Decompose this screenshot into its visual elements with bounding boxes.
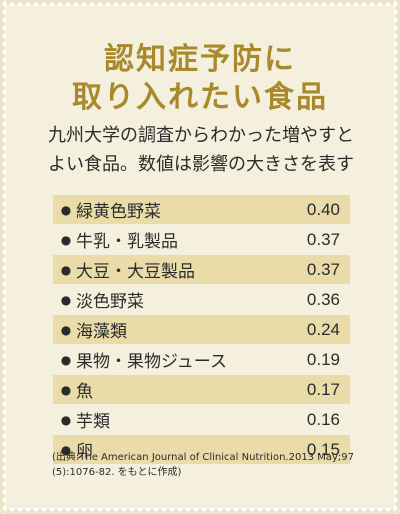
- food-value: 0.15: [306, 439, 340, 459]
- table-row: ● 牛乳・乳製品 0.37: [53, 225, 350, 254]
- bullet-icon: ●: [60, 262, 72, 277]
- bullet-icon: ●: [60, 232, 72, 247]
- table-row: ● 魚 0.17: [53, 375, 350, 404]
- bullet-icon: ●: [60, 412, 72, 427]
- title-line-2: 取り入れたい食品: [72, 80, 328, 115]
- table-row: ● 果物・果物ジュース 0.19: [53, 345, 350, 374]
- food-name: 緑黄色野菜: [76, 202, 161, 222]
- table-row: ● 芋類 0.16: [53, 405, 350, 434]
- source-citation: (出典:The American Journal of Clinical Nut…: [52, 450, 380, 480]
- frame-edge-top: [0, 0, 400, 6]
- food-table: ● 緑黄色野菜 0.40 ● 牛乳・乳製品 0.37 ● 大豆・大豆製品 0.3…: [53, 195, 350, 465]
- food-name: 大豆・大豆製品: [76, 262, 195, 282]
- bullet-icon: ●: [60, 442, 72, 457]
- food-name: 魚: [76, 382, 93, 402]
- food-value: 0.40: [306, 199, 340, 219]
- food-name: 果物・果物ジュース: [76, 352, 227, 372]
- food-value: 0.37: [306, 229, 340, 249]
- food-name: 芋類: [76, 412, 110, 432]
- bullet-icon: ●: [60, 382, 72, 397]
- food-name: 卵: [76, 442, 93, 462]
- bullet-icon: ●: [60, 322, 72, 337]
- frame-edge-left: [0, 0, 6, 514]
- food-value: 0.24: [306, 319, 340, 339]
- bullet-icon: ●: [60, 202, 72, 217]
- bullet-icon: ●: [60, 352, 72, 367]
- frame-edge-right: [394, 0, 400, 514]
- food-value: 0.36: [306, 289, 340, 309]
- food-value: 0.37: [306, 259, 340, 279]
- table-row: ● 淡色野菜 0.36: [53, 285, 350, 314]
- subtitle-line-1: 九州大学の調査からわかった増やすと: [48, 125, 354, 146]
- food-value: 0.19: [306, 349, 340, 369]
- bullet-icon: ●: [60, 292, 72, 307]
- table-row: ● 大豆・大豆製品 0.37: [53, 255, 350, 284]
- table-row: ● 海藻類 0.24: [53, 315, 350, 344]
- food-name: 海藻類: [76, 322, 127, 342]
- food-value: 0.16: [306, 409, 340, 429]
- source-line-1: (出典:The American Journal of Clinical Nut…: [52, 452, 354, 463]
- frame-edge-bottom: [0, 508, 400, 514]
- food-value: 0.17: [306, 379, 340, 399]
- subtitle-line-2: よい食品。数値は影響の大きさを表す: [48, 154, 354, 175]
- food-name: 牛乳・乳製品: [76, 232, 178, 252]
- title-line-1: 認知症予防に: [104, 42, 296, 77]
- table-row: ● 緑黄色野菜 0.40: [53, 195, 350, 224]
- table-row: ● 卵 0.15: [53, 435, 350, 464]
- food-name: 淡色野菜: [76, 292, 144, 312]
- source-line-2: (5):1076-82. をもとに作成): [52, 467, 182, 478]
